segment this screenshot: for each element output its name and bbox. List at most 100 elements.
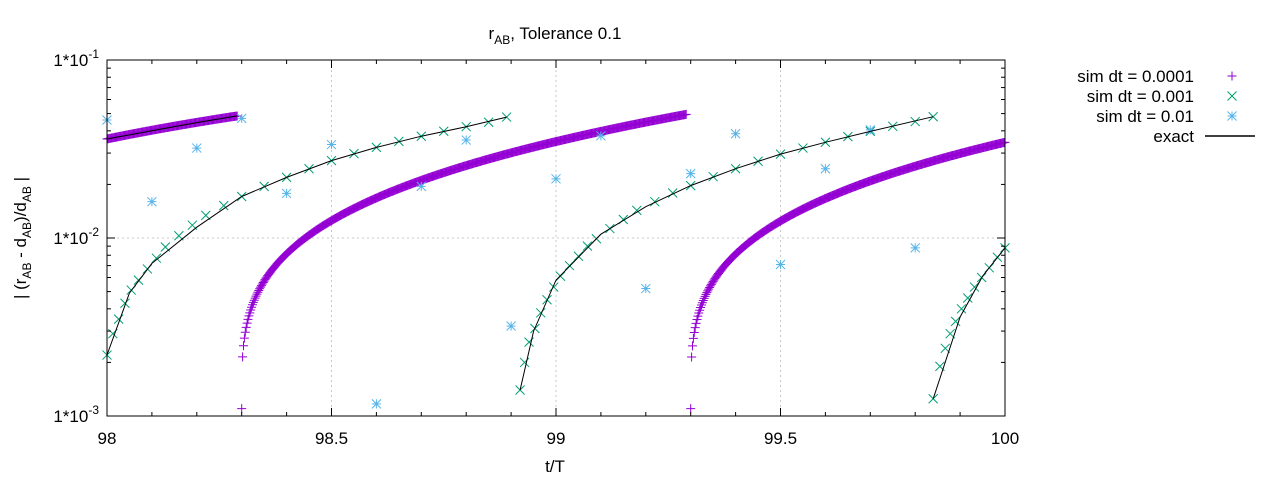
exact-curve (519, 116, 934, 391)
legend-marker (1227, 111, 1237, 121)
data-point (551, 173, 561, 184)
data-point (649, 196, 660, 207)
data-point (699, 293, 709, 303)
data-point (865, 125, 876, 135)
data-point (686, 404, 696, 414)
ylabel-s2: AB (20, 222, 34, 238)
exact-curve (106, 116, 507, 356)
data-point (501, 112, 512, 122)
data-point (239, 333, 249, 343)
series-line (106, 115, 1006, 399)
data-point (775, 259, 786, 270)
title-rest: , Tolerance 0.1 (510, 24, 621, 43)
ylabel-s3: AB (20, 186, 34, 202)
y-tick-label: 1*10-2 (53, 225, 99, 248)
series-star (102, 113, 921, 409)
data-point (950, 316, 961, 327)
data-point (506, 321, 516, 331)
data-point (687, 352, 697, 362)
data-point (730, 128, 741, 139)
data-point (688, 333, 698, 343)
ylabel-p3: )/d (11, 202, 30, 222)
data-point (910, 116, 921, 127)
data-point (940, 343, 951, 354)
data-point (573, 251, 584, 262)
data-point (696, 300, 706, 310)
data-point (701, 289, 711, 299)
x-tick-label: 98.5 (315, 429, 348, 448)
data-point (242, 318, 252, 328)
data-point (240, 327, 250, 337)
data-point (910, 243, 921, 253)
data-point (698, 295, 708, 305)
data-point (640, 283, 651, 294)
legend-label: exact (1153, 127, 1194, 146)
title-main: r (489, 24, 495, 43)
data-point (252, 289, 262, 299)
data-point (281, 188, 292, 199)
data-point (218, 200, 229, 211)
data-point (259, 181, 270, 192)
plot-series (102, 109, 1010, 414)
y-tick-label: 1*10-1 (53, 47, 99, 70)
data-point (371, 399, 382, 409)
grid (107, 60, 1005, 416)
ylabel-p2: - d (11, 238, 30, 263)
data-point (326, 139, 337, 150)
x-tick-label: 98 (98, 429, 117, 448)
data-point (969, 282, 980, 292)
data-point (548, 282, 559, 292)
data-point (461, 135, 472, 145)
y-axis-label: | (rAB - dAB)/dAB | (11, 177, 34, 299)
data-point (238, 341, 248, 351)
data-point (151, 253, 162, 264)
data-point (700, 291, 710, 301)
data-point (247, 302, 257, 312)
data-point (483, 117, 494, 128)
data-point (956, 303, 967, 314)
data-point (596, 130, 606, 141)
plot-frame (106, 59, 1006, 417)
data-point (200, 210, 211, 221)
data-point (120, 298, 130, 309)
data-point (631, 205, 642, 216)
data-point (535, 307, 546, 318)
legend-marker (1227, 71, 1237, 81)
chart-title: rAB, Tolerance 0.1 (489, 24, 622, 47)
data-point (416, 181, 427, 192)
ylabel-p4: | (11, 177, 30, 186)
ylabel-p1: | (r (11, 278, 30, 299)
legend-label: sim dt = 0.01 (1096, 107, 1194, 126)
x-axis-label: t/T (545, 457, 565, 476)
exact-curve (932, 247, 1006, 399)
data-point (519, 357, 530, 368)
data-point (685, 168, 696, 179)
y-tick-label: 1*10-3 (53, 403, 99, 426)
data-point (696, 303, 706, 313)
data-point (236, 113, 247, 124)
ticks: 98 98.5 99 99.5 100 1*10-3 1*10-2 1*10-1 (53, 47, 1019, 448)
x-tick-label: 99 (547, 429, 566, 448)
exact-curve (106, 115, 238, 140)
data-point (962, 293, 973, 303)
x-tick-label: 99.5 (764, 429, 797, 448)
legend-label: sim dt = 0.001 (1087, 87, 1194, 106)
data-point (582, 241, 593, 251)
data-point (147, 196, 157, 207)
data-point (247, 300, 257, 310)
title-sub: AB (494, 33, 510, 47)
data-point (251, 291, 261, 301)
data-point (697, 298, 707, 308)
data-point (691, 318, 701, 328)
data-point (690, 323, 700, 333)
data-point (250, 293, 260, 303)
data-point (687, 341, 697, 351)
data-point (238, 352, 248, 362)
data-point (113, 314, 124, 325)
data-point (237, 404, 247, 414)
legend-label: sim dt = 0.0001 (1077, 67, 1194, 86)
data-point (248, 297, 258, 307)
data-point (689, 327, 699, 337)
